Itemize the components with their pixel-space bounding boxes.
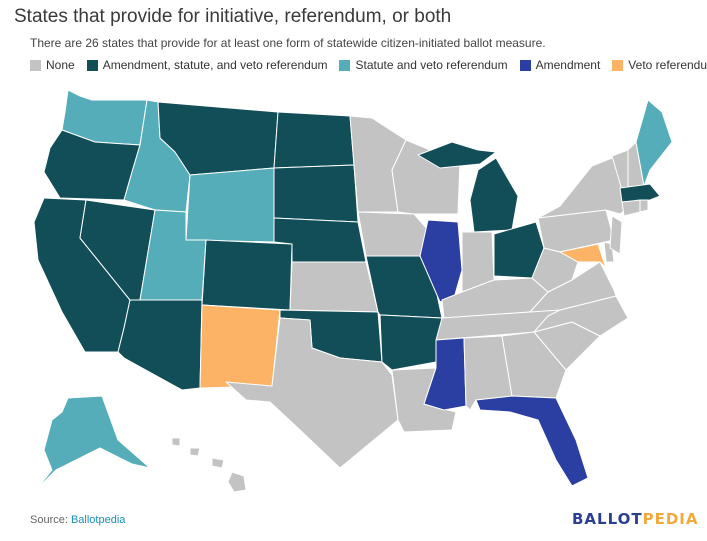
state-hawaii-big-island[interactable] bbox=[227, 471, 247, 493]
state-iowa[interactable] bbox=[357, 211, 429, 257]
state-new-jersey[interactable] bbox=[609, 215, 623, 255]
state-florida[interactable] bbox=[475, 395, 589, 487]
legend-label-none: None bbox=[46, 58, 75, 72]
state-connecticut[interactable] bbox=[621, 199, 641, 217]
state-georgia[interactable] bbox=[501, 331, 567, 399]
state-michigan-upper-peninsula[interactable] bbox=[417, 141, 497, 169]
state-colorado[interactable] bbox=[201, 239, 293, 311]
state-south-dakota[interactable] bbox=[273, 164, 359, 223]
legend-label-statute-veto: Statute and veto referendum bbox=[355, 58, 508, 72]
ballotpedia-logo: BALLOTPEDIA bbox=[572, 510, 699, 528]
legend-swatch-none bbox=[30, 59, 41, 71]
source-note: Source: Ballotpedia bbox=[30, 514, 125, 526]
state-north-dakota[interactable] bbox=[273, 111, 355, 169]
legend-swatch-statute-veto bbox=[339, 59, 351, 71]
legend-swatch-amendment bbox=[519, 59, 531, 71]
legend-label-amendment: Amendment bbox=[535, 58, 601, 72]
legend-label-amendment-statute-veto: Amendment, statute, and veto referendum bbox=[102, 58, 328, 72]
state-hawaii-maui[interactable] bbox=[211, 457, 225, 469]
state-massachusetts[interactable] bbox=[619, 183, 661, 203]
legend-item-veto-referendum: Veto referendum bbox=[612, 58, 707, 72]
legend-item-amendment: Amendment bbox=[519, 58, 601, 72]
state-new-york[interactable] bbox=[537, 157, 629, 219]
legend-item-statute-veto: Statute and veto referendum bbox=[339, 58, 508, 72]
legend-item-none: None bbox=[30, 58, 75, 72]
state-kansas[interactable] bbox=[289, 261, 379, 313]
state-arkansas[interactable] bbox=[379, 314, 443, 371]
state-north-carolina[interactable] bbox=[533, 295, 629, 337]
page-title: States that provide for initiative, refe… bbox=[14, 6, 452, 27]
legend-label-veto-referendum: Veto referendum bbox=[628, 58, 707, 72]
state-new-mexico[interactable] bbox=[199, 304, 281, 389]
state-rhode-island[interactable] bbox=[639, 199, 649, 213]
legend-swatch-veto-referendum bbox=[612, 59, 624, 71]
legend-swatch-amendment-statute-veto bbox=[86, 59, 98, 71]
brand-part2: PEDIA bbox=[642, 510, 699, 528]
state-hawaii-oahu[interactable] bbox=[189, 447, 201, 457]
page-subtitle: There are 26 states that provide for at … bbox=[30, 36, 546, 50]
state-maryland[interactable] bbox=[559, 243, 607, 269]
source-prefix: Source: bbox=[30, 514, 71, 526]
state-alaska[interactable] bbox=[35, 395, 151, 491]
state-arizona[interactable] bbox=[117, 299, 203, 391]
legend-item-amendment-statute-veto: Amendment, statute, and veto referendum bbox=[86, 58, 328, 72]
state-maine[interactable] bbox=[635, 99, 673, 187]
legend: None Amendment, statute, and veto refere… bbox=[30, 58, 707, 72]
state-wyoming[interactable] bbox=[185, 167, 275, 243]
state-hawaii-kauai[interactable] bbox=[171, 437, 181, 447]
us-states-map bbox=[33, 89, 673, 493]
brand-part1: BALLOT bbox=[572, 510, 643, 528]
state-texas[interactable] bbox=[225, 317, 399, 469]
state-michigan[interactable] bbox=[469, 157, 519, 233]
source-link[interactable]: Ballotpedia bbox=[70, 514, 126, 526]
